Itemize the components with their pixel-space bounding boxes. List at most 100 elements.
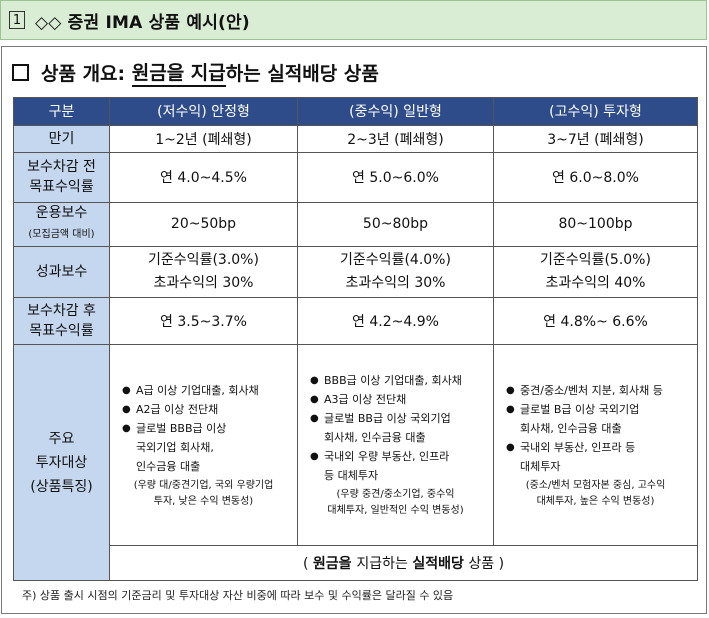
note-line: 대체투자, 일반적인 수익 변동성) — [327, 505, 464, 517]
cell-target-before-1: 연 4.0~4.5% — [109, 152, 298, 203]
section-heading: 상품 개요: 원금을 지급 하는 실적배당 상품 — [12, 58, 379, 87]
summary-close: 상품 ) — [463, 556, 505, 573]
page-title: ◇◇ 증권 IMA 상품 예시(안) — [35, 12, 250, 33]
note-line: (우량 대/중견기업, 국외 우량기업 — [133, 479, 274, 491]
item-line: 국내외 부동산, 인프라 등 — [520, 440, 636, 454]
perf-line: 기준수익률(4.0%) — [340, 251, 451, 268]
label-line: 주요 — [48, 430, 75, 447]
label-line: 운용보수 — [35, 205, 88, 222]
item-line: 글로벌 BB급 이상 국외기업 — [324, 412, 451, 426]
perf-line: 기준수익률(5.0%) — [540, 251, 651, 268]
section-underlined: 원금을 지급 — [131, 58, 226, 87]
row-label-maturity: 만기 — [13, 124, 110, 154]
table-row: 운용보수 (모집금액 대비) 20~50bp 50~80bp 80~100bp — [13, 201, 698, 247]
label-line: 목표수익률 — [29, 323, 94, 340]
cell-target-before-2: 연 5.0~6.0% — [297, 152, 494, 203]
summary-cell: ( 원금을 지급하는 실적배당 상품 ) — [109, 545, 698, 581]
cell-target-after-1: 연 3.5~3.7% — [109, 296, 298, 346]
header-stable: (저수익) 안정형 — [109, 97, 298, 126]
perf-line: 기준수익률(3.0%) — [148, 251, 259, 268]
label-line: 보수차감 전 — [27, 159, 96, 176]
section-prefix: 상품 개요: — [41, 63, 132, 85]
header-category: 구분 — [13, 97, 110, 126]
cell-maturity-2: 2~3년 (폐쇄형) — [297, 124, 494, 154]
footnote: 주) 상품 출시 시점의 기준금리 및 투자대상 자산 비중에 따라 보수 및 … — [22, 589, 454, 602]
cell-targets-3: 중견/중소/벤처 지분, 회사채 등 글로벌 B급 이상 국외기업 회사채, 인… — [493, 344, 698, 547]
cell-perf-fee-1: 기준수익률(3.0%) 초과수익의 30% — [109, 245, 298, 298]
perf-line: 초과수익의 30% — [345, 274, 446, 291]
perf-line: 초과수익의 30% — [153, 274, 254, 291]
table-row: 보수차감 후 목표수익률 연 3.5~3.7% 연 4.2~4.9% 연 4.8… — [13, 296, 698, 346]
feature-note: (우량 대/중견기업, 국외 우량기업 투자, 낮은 수익 변동성) — [114, 478, 293, 510]
cell-target-after-3: 연 4.8%~ 6.6% — [493, 296, 698, 346]
item-line: 글로벌 B급 이상 국외기업 — [520, 402, 640, 416]
cell-targets-2: BBB급 이상 기업대출, 회사채 A3급 이상 전단채 글로벌 BB급 이상 … — [297, 344, 494, 547]
table-row: ( 원금을 지급하는 실적배당 상품 ) — [14, 545, 698, 581]
row-label-targets: 주요 투자대상 (상품특징) — [13, 344, 110, 581]
label-line: (상품특징) — [30, 478, 93, 495]
summary-normal: 지급하는 — [356, 556, 413, 573]
note-line: (중소/벤처 모험자본 중심, 고수익 — [525, 479, 666, 491]
list-item: A급 이상 기업대출, 회사채 — [122, 381, 293, 400]
feature-note: (우량 중견/중소기업, 중수익 대체투자, 일반적인 수익 변동성) — [302, 487, 489, 519]
row-label-perf-fee: 성과보수 — [13, 245, 110, 298]
summary-open: ( — [302, 556, 313, 573]
cell-mgmt-fee-2: 50~80bp — [297, 201, 494, 247]
section-number: 1 — [9, 11, 25, 29]
list-item: 글로벌 B급 이상 국외기업 회사채, 인수금융 대출 — [506, 400, 693, 438]
note-line: 투자, 낮은 수익 변동성) — [153, 495, 254, 507]
label-subline: (모집금액 대비) — [28, 229, 95, 241]
bullet-list: A급 이상 기업대출, 회사채 A2급 이상 전단채 글로벌 BBB급 이상 국… — [114, 381, 293, 476]
item-line: 회사채, 인수금융 대출 — [520, 421, 622, 435]
note-line: (우량 중견/중소기업, 중수익 — [336, 489, 455, 501]
cell-target-before-3: 연 6.0~8.0% — [493, 152, 698, 203]
table-row: 성과보수 기준수익률(3.0%) 초과수익의 30% 기준수익률(4.0%) 초… — [13, 245, 698, 298]
cell-mgmt-fee-3: 80~100bp — [493, 201, 698, 247]
cell-perf-fee-2: 기준수익률(4.0%) 초과수익의 30% — [297, 245, 494, 298]
row-label-target-before: 보수차감 전 목표수익률 — [13, 152, 110, 203]
item-line: 회사채, 인수금융 대출 — [324, 431, 426, 445]
checkbox-square-icon — [12, 64, 29, 81]
list-item: A3급 이상 전단채 — [310, 390, 489, 409]
product-table: 구분 (저수익) 안정형 (중수익) 일반형 (고수익) 투자형 만기 1~2년… — [13, 97, 698, 581]
summary-bold-performance: 실적배당 — [412, 556, 464, 573]
table-row: 보수차감 전 목표수익률 연 4.0~4.5% 연 5.0~6.0% 연 6.0… — [13, 152, 698, 203]
summary-bold-principal: 원금을 — [312, 556, 357, 573]
title-banner: 1 ◇◇ 증권 IMA 상품 예시(안) — [0, 0, 707, 40]
item-line: 글로벌 BBB급 이상 — [136, 421, 227, 435]
content-frame — [1, 46, 707, 614]
table-row: 주요 투자대상 (상품특징) A급 이상 기업대출, 회사채 A2급 이상 전단… — [13, 344, 698, 581]
row-label-target-after: 보수차감 후 목표수익률 — [13, 296, 110, 346]
item-line: 등 대체투자 — [324, 469, 379, 483]
cell-maturity-1: 1~2년 (폐쇄형) — [109, 124, 298, 154]
item-line: 국내외 우량 부동산, 인프라 — [324, 450, 450, 464]
header-general: (중수익) 일반형 — [297, 97, 494, 126]
cell-maturity-3: 3~7년 (폐쇄형) — [493, 124, 698, 154]
cell-perf-fee-3: 기준수익률(5.0%) 초과수익의 40% — [493, 245, 698, 298]
item-line: 인수금융 대출 — [136, 459, 201, 473]
section-suffix: 하는 실적배당 상품 — [225, 63, 379, 85]
list-item: 글로벌 BB급 이상 국외기업 회사채, 인수금융 대출 — [310, 409, 489, 447]
label-line: 보수차감 후 — [27, 303, 96, 320]
cell-mgmt-fee-1: 20~50bp — [109, 201, 298, 247]
list-item: 글로벌 BBB급 이상 국외기업 회사채, 인수금융 대출 — [122, 419, 293, 476]
bullet-list: BBB급 이상 기업대출, 회사채 A3급 이상 전단채 글로벌 BB급 이상 … — [302, 371, 489, 485]
feature-note: (중소/벤처 모험자본 중심, 고수익 대체투자, 높은 수익 변동성) — [498, 478, 693, 510]
cell-target-after-2: 연 4.2~4.9% — [297, 296, 494, 346]
table-row: 만기 1~2년 (폐쇄형) 2~3년 (폐쇄형) 3~7년 (폐쇄형) — [13, 124, 698, 154]
list-item: A2급 이상 전단채 — [122, 400, 293, 419]
item-line: 대체투자 — [520, 459, 561, 473]
list-item: 국내외 우량 부동산, 인프라 등 대체투자 — [310, 447, 489, 485]
list-item: 국내외 부동산, 인프라 등 대체투자 — [506, 438, 693, 476]
list-item: BBB급 이상 기업대출, 회사채 — [310, 371, 489, 390]
perf-line: 초과수익의 40% — [545, 274, 646, 291]
item-line: 국외기업 회사채, — [136, 440, 214, 454]
label-line: 투자대상 — [35, 454, 88, 471]
header-investment: (고수익) 투자형 — [493, 97, 698, 126]
list-item: 중견/중소/벤처 지분, 회사채 등 — [506, 381, 693, 400]
note-line: 대체투자, 높은 수익 변동성) — [536, 495, 655, 507]
label-line: 목표수익률 — [29, 179, 94, 196]
row-label-mgmt-fee: 운용보수 (모집금액 대비) — [13, 201, 110, 247]
table-header-row: 구분 (저수익) 안정형 (중수익) 일반형 (고수익) 투자형 — [13, 97, 698, 126]
bullet-list: 중견/중소/벤처 지분, 회사채 등 글로벌 B급 이상 국외기업 회사채, 인… — [498, 381, 693, 476]
